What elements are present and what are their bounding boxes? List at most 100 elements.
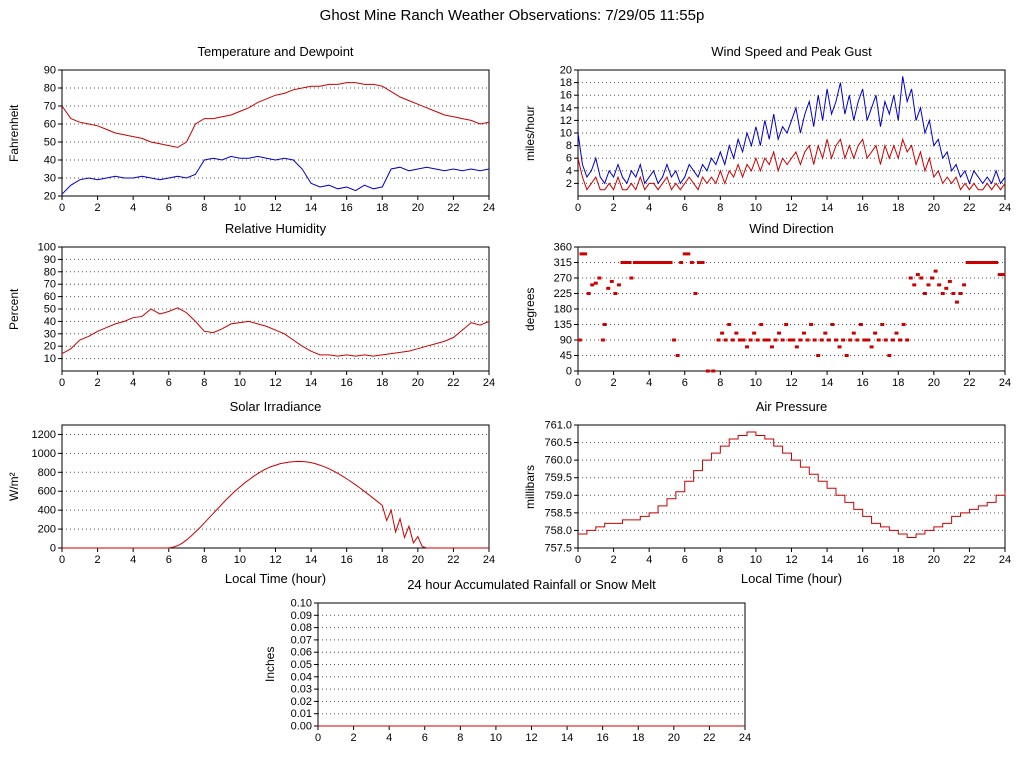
svg-text:4: 4 bbox=[646, 554, 652, 566]
svg-text:10: 10 bbox=[560, 128, 572, 140]
svg-text:6: 6 bbox=[422, 732, 428, 744]
chart-wind-direction: Wind Direction degrees 0 45 90 135 180 225 270… bbox=[516, 221, 1018, 395]
svg-text:0.00: 0.00 bbox=[291, 721, 312, 733]
svg-text:18: 18 bbox=[376, 377, 388, 389]
svg-text:8: 8 bbox=[201, 377, 207, 389]
svg-text:90: 90 bbox=[44, 65, 56, 77]
svg-text:225: 225 bbox=[554, 288, 572, 300]
svg-text:2: 2 bbox=[95, 202, 101, 214]
svg-text:12: 12 bbox=[525, 732, 537, 744]
svg-text:90: 90 bbox=[44, 254, 56, 266]
chart-title: Wind Direction bbox=[749, 221, 834, 236]
svg-text:16: 16 bbox=[597, 732, 609, 744]
svg-text:4: 4 bbox=[566, 165, 572, 177]
svg-text:6: 6 bbox=[166, 377, 172, 389]
svg-text:0.08: 0.08 bbox=[291, 622, 312, 634]
svg-text:10: 10 bbox=[490, 732, 502, 744]
page-title: Ghost Mine Ranch Weather Observations: 7… bbox=[319, 7, 705, 24]
svg-text:0: 0 bbox=[59, 202, 65, 214]
svg-text:18: 18 bbox=[376, 554, 388, 566]
plot-area: 0.000.010.020.030.040.050.060.070.080.09… bbox=[291, 598, 752, 745]
svg-text:20: 20 bbox=[928, 554, 940, 566]
svg-text:90: 90 bbox=[560, 335, 572, 347]
svg-text:759.0: 759.0 bbox=[544, 490, 572, 502]
svg-text:0: 0 bbox=[575, 377, 581, 389]
svg-text:0.05: 0.05 bbox=[291, 659, 312, 671]
svg-text:0: 0 bbox=[59, 377, 65, 389]
svg-text:40: 40 bbox=[44, 316, 56, 328]
svg-text:20: 20 bbox=[44, 191, 56, 203]
svg-text:12: 12 bbox=[269, 377, 281, 389]
chart-air-pressure: Air Pressure millibars 757.5 758.0 758.5 75… bbox=[516, 399, 1018, 591]
svg-text:60: 60 bbox=[44, 119, 56, 131]
svg-text:8: 8 bbox=[566, 140, 572, 152]
chart-title: Air Pressure bbox=[755, 399, 828, 414]
svg-text:0.01: 0.01 bbox=[291, 708, 312, 720]
svg-text:14: 14 bbox=[305, 377, 317, 389]
svg-text:24: 24 bbox=[483, 554, 495, 566]
svg-text:2: 2 bbox=[611, 377, 617, 389]
svg-text:4: 4 bbox=[646, 202, 652, 214]
chart-title: 24 hour Accumulated Rainfall or Snow Mel… bbox=[407, 577, 656, 592]
svg-text:2: 2 bbox=[95, 377, 101, 389]
svg-text:0: 0 bbox=[50, 543, 56, 555]
svg-text:22: 22 bbox=[963, 202, 975, 214]
svg-text:18: 18 bbox=[892, 377, 904, 389]
chart-title: Relative Humidity bbox=[224, 221, 327, 236]
svg-text:135: 135 bbox=[554, 319, 572, 331]
svg-text:80: 80 bbox=[44, 266, 56, 278]
svg-text:400: 400 bbox=[38, 505, 56, 517]
svg-text:10: 10 bbox=[750, 377, 762, 389]
svg-text:20: 20 bbox=[412, 202, 424, 214]
svg-text:14: 14 bbox=[561, 732, 573, 744]
svg-text:20: 20 bbox=[928, 377, 940, 389]
svg-text:22: 22 bbox=[447, 377, 459, 389]
svg-text:16: 16 bbox=[857, 202, 869, 214]
svg-text:12: 12 bbox=[269, 202, 281, 214]
x-axis-label: Local Time (hour) bbox=[224, 571, 327, 586]
svg-text:270: 270 bbox=[554, 273, 572, 285]
svg-text:6: 6 bbox=[682, 554, 688, 566]
svg-text:24: 24 bbox=[999, 377, 1011, 389]
svg-text:18: 18 bbox=[560, 77, 572, 89]
svg-text:180: 180 bbox=[554, 304, 572, 316]
svg-text:1200: 1200 bbox=[32, 429, 56, 441]
chart-title: Solar Irradiance bbox=[229, 399, 322, 414]
svg-text:0: 0 bbox=[575, 554, 581, 566]
svg-text:200: 200 bbox=[38, 524, 56, 536]
svg-text:20: 20 bbox=[412, 377, 424, 389]
svg-text:24: 24 bbox=[999, 202, 1011, 214]
svg-text:10: 10 bbox=[750, 554, 762, 566]
svg-text:70: 70 bbox=[44, 101, 56, 113]
svg-text:8: 8 bbox=[717, 554, 723, 566]
svg-text:22: 22 bbox=[963, 377, 975, 389]
svg-text:4: 4 bbox=[130, 554, 136, 566]
svg-text:10: 10 bbox=[234, 202, 246, 214]
svg-text:0: 0 bbox=[575, 202, 581, 214]
svg-text:60: 60 bbox=[44, 291, 56, 303]
svg-text:12: 12 bbox=[785, 377, 797, 389]
svg-text:24: 24 bbox=[483, 202, 495, 214]
svg-text:18: 18 bbox=[376, 202, 388, 214]
chart-relative-humidity: Relative Humidity Percent 10 20 30 40 50 60 70… bbox=[0, 221, 502, 395]
svg-text:14: 14 bbox=[821, 202, 833, 214]
svg-text:80: 80 bbox=[44, 83, 56, 95]
svg-text:8: 8 bbox=[457, 732, 463, 744]
svg-text:16: 16 bbox=[341, 554, 353, 566]
svg-text:16: 16 bbox=[857, 377, 869, 389]
svg-text:6: 6 bbox=[166, 202, 172, 214]
svg-text:0: 0 bbox=[59, 554, 65, 566]
chart-temperature-dewpoint: Temperature and Dewpoint Fahrenheit 20 30… bbox=[0, 44, 502, 220]
svg-text:1000: 1000 bbox=[32, 448, 56, 460]
svg-text:0.09: 0.09 bbox=[291, 610, 312, 622]
svg-text:24: 24 bbox=[999, 554, 1011, 566]
svg-text:760.5: 760.5 bbox=[544, 437, 572, 449]
svg-text:759.5: 759.5 bbox=[544, 472, 572, 484]
svg-text:22: 22 bbox=[447, 554, 459, 566]
svg-text:600: 600 bbox=[38, 486, 56, 498]
svg-text:360: 360 bbox=[554, 242, 572, 254]
svg-text:18: 18 bbox=[632, 732, 644, 744]
